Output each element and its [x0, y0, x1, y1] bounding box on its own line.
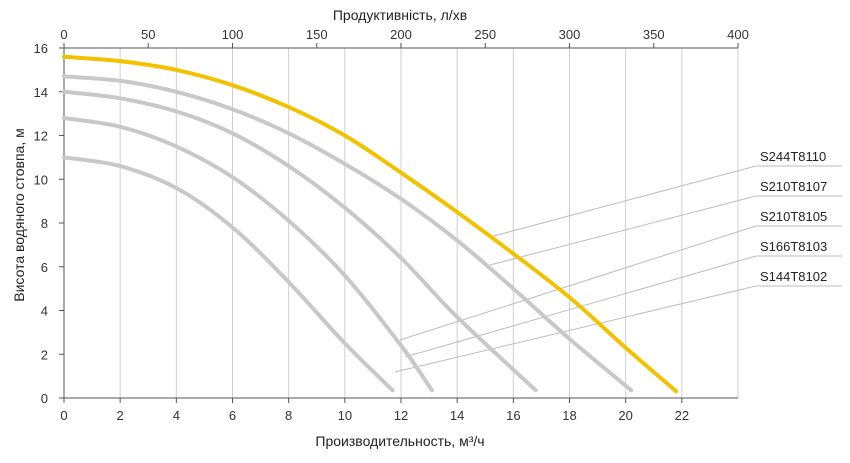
top-tick-label: 250 — [474, 27, 496, 42]
y-tick-label: 0 — [41, 391, 48, 406]
series-line-S244T8110 — [62, 54, 679, 394]
legend-leader — [489, 165, 842, 238]
legend-leaders — [394, 165, 842, 373]
legend-label-S244T8110: S244T8110 — [760, 149, 826, 164]
top-tick-label: 0 — [60, 27, 67, 42]
series-line-S144T8102 — [62, 155, 395, 393]
y-tick-label: 16 — [34, 41, 48, 56]
x-tick-label: 10 — [338, 408, 352, 423]
y-tick-label: 2 — [41, 347, 48, 362]
x-tick-label: 4 — [173, 408, 180, 423]
series-line-S166T8103 — [62, 116, 434, 393]
legend-leader — [399, 225, 842, 341]
y-tick-label: 12 — [34, 129, 48, 144]
y-tick-label: 6 — [41, 260, 48, 275]
axes — [59, 43, 739, 403]
x-tick-label: 18 — [562, 408, 576, 423]
x-tick-label: 2 — [117, 408, 124, 423]
series-line-S210T8107 — [62, 74, 634, 393]
y-tick-label: 14 — [34, 85, 48, 100]
top-tick-label: 350 — [643, 27, 665, 42]
tick-labels: 0 2 4 6 8 10 12 14 16 0 2 4 6 8 10 12 14 16 18 20 22 0 50 100 15… — [34, 27, 828, 423]
top-tick-label: 150 — [306, 27, 328, 42]
x-tick-label: 6 — [229, 408, 236, 423]
top-tick-label: 400 — [727, 27, 749, 42]
x-tick-label: 14 — [450, 408, 464, 423]
grid — [119, 48, 739, 398]
top-tick-label: 50 — [141, 27, 155, 42]
x-tick-label: 20 — [618, 408, 632, 423]
top-tick-label: 300 — [559, 27, 581, 42]
top-tick-label: 200 — [390, 27, 412, 42]
x-tick-label: 8 — [285, 408, 292, 423]
legend-label-S210T8107: S210T8107 — [760, 179, 827, 194]
y-axis-title: Висота водяного стовпа, м — [11, 128, 27, 301]
series-line-S210T8105 — [62, 89, 538, 393]
x-tick-label: 22 — [675, 408, 689, 423]
legend-label-S166T8103: S166T8103 — [760, 239, 827, 254]
x-tick-label: 12 — [394, 408, 408, 423]
legend-leader — [489, 195, 842, 266]
y-tick-label: 8 — [41, 216, 48, 231]
legend-label-S210T8105: S210T8105 — [760, 209, 827, 224]
legend-label-S144T8102: S144T8102 — [760, 269, 827, 284]
series-curves — [62, 54, 679, 394]
legend-leader — [404, 255, 842, 358]
y-tick-label: 4 — [41, 304, 48, 319]
y-tick-label: 10 — [34, 172, 48, 187]
x-tick-label: 0 — [60, 408, 67, 423]
legend-leader — [394, 285, 842, 373]
top-tick-label: 100 — [222, 27, 244, 42]
x-tick-label: 16 — [506, 408, 520, 423]
x-axis-title: Производительность, м³/ч — [315, 433, 484, 449]
top-axis-title: Продуктивність, л/хв — [333, 7, 467, 23]
